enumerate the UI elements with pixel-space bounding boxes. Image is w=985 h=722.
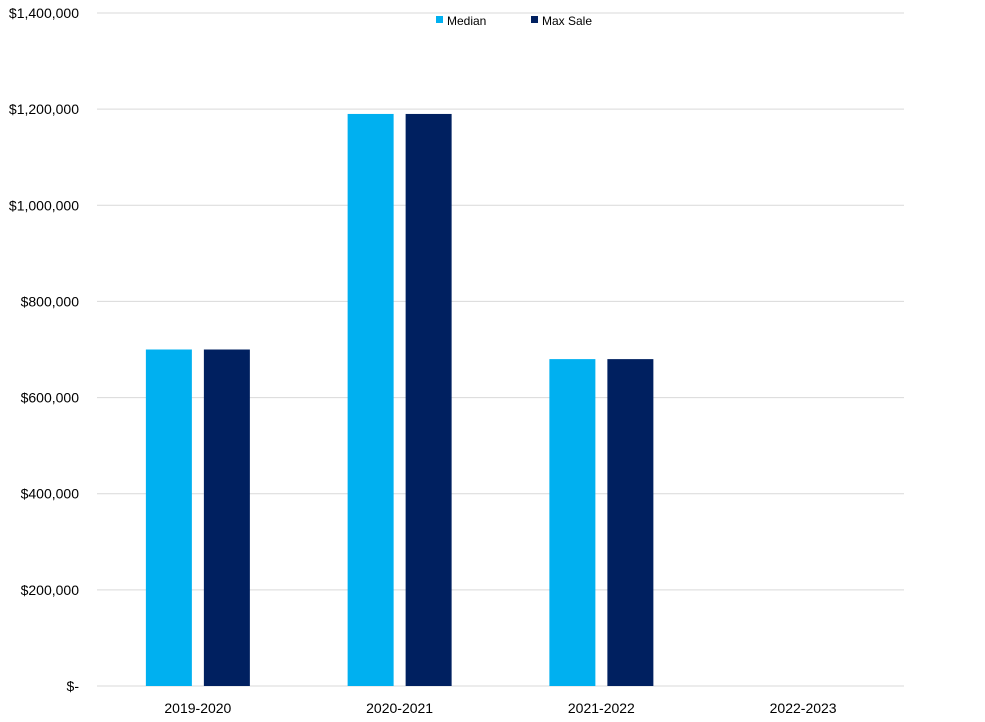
y-tick-label: $1,400,000 (9, 5, 79, 21)
legend-item-max-sale: Max Sale (531, 14, 592, 28)
bars (145, 113, 654, 686)
legend-swatch-max-sale (531, 16, 538, 23)
x-tick-label: 2020-2021 (366, 700, 433, 716)
bar-median (347, 113, 394, 686)
legend: Median Max Sale (436, 14, 592, 28)
legend-swatch-median (436, 16, 443, 23)
y-tick-label: $400,000 (21, 486, 80, 502)
bar-median (549, 359, 596, 686)
legend-item-median: Median (436, 14, 486, 28)
bar-max-sale (203, 349, 250, 686)
bar-max-sale (405, 113, 452, 686)
x-tick-label: 2019-2020 (164, 700, 231, 716)
y-tick-label: $800,000 (21, 293, 80, 309)
bar-max-sale (607, 359, 654, 686)
y-axis: $- $200,000 $400,000 $600,000 $800,000 $1,000… (9, 5, 79, 694)
y-tick-label: $600,000 (21, 390, 80, 406)
y-tick-label: $1,200,000 (9, 101, 79, 117)
x-tick-label: 2021-2022 (568, 700, 635, 716)
x-tick-label: 2022-2023 (770, 700, 837, 716)
legend-label-median: Median (447, 14, 486, 28)
y-tick-label: $- (67, 678, 80, 694)
x-axis: 2019-2020 2020-2021 2021-2022 2022-2023 (164, 700, 836, 716)
legend-label-max-sale: Max Sale (542, 14, 592, 28)
y-tick-label: $1,000,000 (9, 197, 79, 213)
y-tick-label: $200,000 (21, 582, 80, 598)
bar-median (145, 349, 192, 686)
